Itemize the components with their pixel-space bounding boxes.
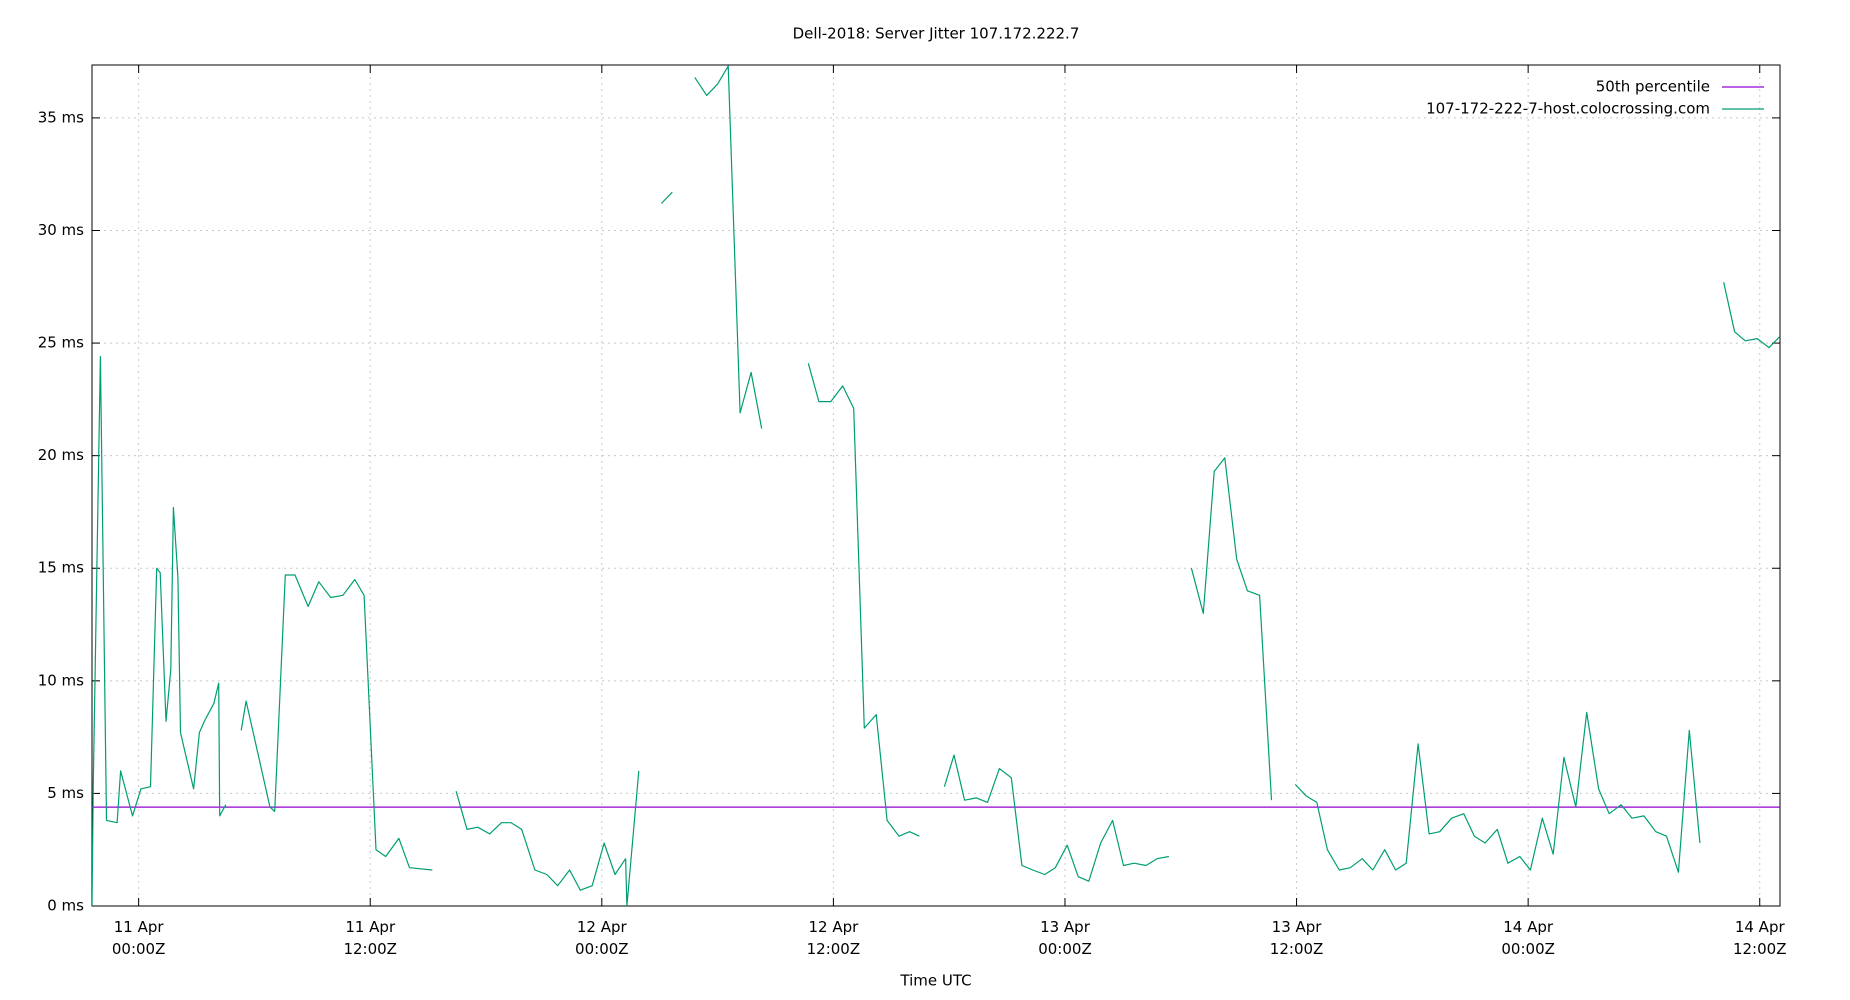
y-tick-label: 15 ms <box>38 559 84 577</box>
x-tick-label: 12 Apr 12:00Z <box>807 918 861 958</box>
x-tick-label: 11 Apr 12:00Z <box>343 918 397 958</box>
y-tick-label: 25 ms <box>38 334 84 352</box>
x-tick-label: 13 Apr 00:00Z <box>1038 918 1092 958</box>
y-tick-label: 20 ms <box>38 446 84 464</box>
y-tick-label: 10 ms <box>38 671 84 689</box>
x-tick-label: 13 Apr 12:00Z <box>1270 918 1324 958</box>
series-line <box>92 65 1780 906</box>
x-tick-label: 11 Apr 00:00Z <box>112 918 166 958</box>
x-axis-label: Time UTC <box>899 972 971 990</box>
x-tick-label: 12 Apr 00:00Z <box>575 918 629 958</box>
y-tick-label: 30 ms <box>38 221 84 239</box>
legend-label: 107-172-222-7-host.colocrossing.com <box>1426 100 1710 118</box>
y-tick-label: 35 ms <box>38 108 84 126</box>
x-tick-label: 14 Apr 12:00Z <box>1733 918 1787 958</box>
x-tick-label: 14 Apr 00:00Z <box>1501 918 1555 958</box>
y-tick-label: 5 ms <box>47 784 84 802</box>
y-tick-label: 0 ms <box>47 897 84 915</box>
plot-frame <box>91 64 1781 907</box>
chart-title: Dell-2018: Server Jitter 107.172.222.7 <box>793 25 1080 43</box>
legend-label: 50th percentile <box>1596 78 1710 96</box>
